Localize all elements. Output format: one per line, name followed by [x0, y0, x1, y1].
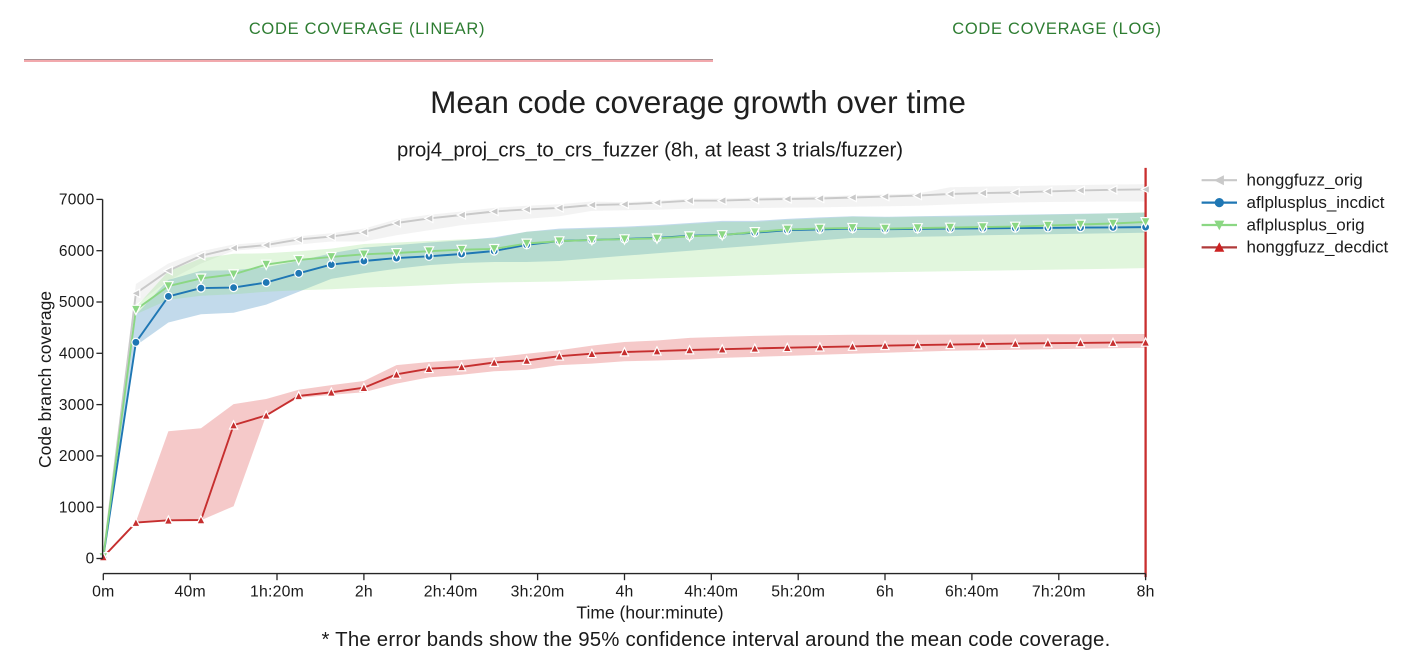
- svg-text:6h:40m: 6h:40m: [945, 584, 999, 601]
- svg-text:6h: 6h: [876, 584, 894, 601]
- svg-text:4h: 4h: [616, 584, 634, 601]
- svg-text:honggfuzz_orig: honggfuzz_orig: [1247, 171, 1363, 190]
- svg-text:5000: 5000: [59, 294, 95, 311]
- svg-text:Time (hour:minute): Time (hour:minute): [576, 603, 723, 623]
- svg-text:aflplusplus_orig: aflplusplus_orig: [1247, 215, 1365, 234]
- svg-text:1000: 1000: [59, 499, 95, 516]
- svg-text:2h: 2h: [355, 584, 373, 601]
- svg-text:3000: 3000: [59, 397, 95, 414]
- svg-text:2h:40m: 2h:40m: [424, 584, 478, 601]
- svg-text:6000: 6000: [59, 243, 95, 260]
- svg-text:honggfuzz_decdict: honggfuzz_decdict: [1247, 238, 1389, 257]
- svg-text:1h:20m: 1h:20m: [250, 584, 304, 601]
- svg-text:0m: 0m: [92, 584, 114, 601]
- svg-text:proj4_proj_crs_to_crs_fuzzer (: proj4_proj_crs_to_crs_fuzzer (8h, at lea…: [397, 140, 903, 162]
- svg-text:Code branch coverage: Code branch coverage: [35, 291, 55, 468]
- svg-text:4h:40m: 4h:40m: [684, 584, 738, 601]
- svg-text:7h:20m: 7h:20m: [1032, 584, 1086, 601]
- svg-text:40m: 40m: [175, 584, 206, 601]
- svg-text:2000: 2000: [59, 448, 95, 465]
- svg-text:7000: 7000: [59, 192, 95, 209]
- svg-text:3h:20m: 3h:20m: [511, 584, 565, 601]
- svg-text:aflplusplus_incdict: aflplusplus_incdict: [1247, 193, 1385, 212]
- svg-text:8h: 8h: [1137, 584, 1155, 601]
- svg-text:4000: 4000: [59, 346, 95, 363]
- svg-text:5h:20m: 5h:20m: [771, 584, 825, 601]
- svg-text:0: 0: [86, 551, 95, 568]
